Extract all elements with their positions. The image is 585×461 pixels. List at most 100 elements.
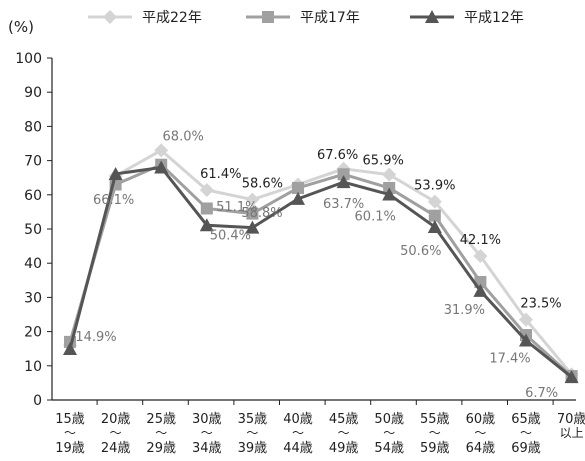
- x-tick-label-bottom: 29歳: [146, 441, 176, 456]
- x-tick-label-bottom: 44歳: [283, 441, 313, 456]
- x-tick-label-bottom: 64歳: [466, 441, 496, 456]
- data-point: [519, 333, 533, 347]
- x-tick-label-top: 20歳: [101, 412, 131, 427]
- x-tick-label-mid: 〜: [246, 426, 258, 440]
- x-tick-label-mid: 〜: [292, 426, 304, 440]
- data-label: 60.1%: [355, 209, 396, 224]
- x-tick-label-bottom: 34歳: [192, 441, 222, 456]
- x-tick-label-top: 55歳: [420, 412, 450, 427]
- legend-label: 平成12年: [464, 10, 524, 26]
- x-tick-label-bottom: 54歳: [374, 441, 404, 456]
- y-tick-label: 0: [33, 393, 42, 409]
- data-point: [200, 202, 213, 215]
- legend-label: 平成22年: [142, 10, 202, 26]
- series-3: [63, 160, 579, 384]
- x-category-label: 40歳〜44歳: [283, 412, 313, 456]
- data-point: [428, 209, 441, 222]
- series-2: [64, 158, 578, 383]
- legend-swatch-marker: [103, 10, 117, 24]
- data-point: [473, 249, 488, 264]
- data-point: [519, 312, 533, 327]
- data-label: 68.0%: [163, 129, 204, 144]
- data-point: [427, 194, 442, 209]
- data-label: 63.7%: [323, 197, 364, 212]
- data-point: [63, 342, 77, 356]
- x-tick-label-mid: 〜: [64, 426, 76, 440]
- data-point: [108, 166, 123, 180]
- data-point: [245, 192, 260, 207]
- x-tick-label-top: 45歳: [329, 412, 359, 427]
- x-tick-label-mid: 〜: [201, 426, 213, 440]
- x-tick-label-bottom: 49歳: [329, 441, 359, 456]
- legend: 平成22年 平成17年 平成12年: [88, 10, 524, 26]
- axes: 010203040506070809010015歳〜19歳20歳〜24歳25歳〜…: [15, 51, 585, 456]
- data-point: [199, 183, 214, 198]
- legend-item-3: 平成12年: [410, 10, 524, 26]
- data-point: [291, 191, 305, 205]
- x-tick-label-mid: 〜: [155, 426, 167, 440]
- y-tick-label: 30: [24, 290, 42, 306]
- data-label: 58.8%: [241, 206, 282, 221]
- x-tick-label-mid: 〜: [474, 426, 486, 440]
- data-labels: 68.0% 66.1% 61.4%58.6% 67.6% 65.9% 53.9% 42.1%…: [75, 129, 561, 401]
- data-label: 53.9%: [414, 179, 455, 194]
- data-point: [336, 175, 351, 189]
- y-tick-label: 70: [24, 154, 42, 170]
- data-point: [564, 370, 579, 384]
- legend-swatch-marker: [425, 10, 439, 23]
- data-label: 58.6%: [242, 177, 283, 192]
- y-tick-label: 80: [24, 119, 42, 135]
- legend-item-1: 平成22年: [88, 10, 202, 26]
- x-tick-label-bottom: 69歳: [511, 441, 541, 456]
- y-tick-label: 10: [24, 359, 42, 375]
- x-category-label: 20歳〜24歳: [101, 412, 131, 456]
- data-label: 51.1%: [216, 200, 257, 215]
- data-label: 42.1%: [460, 233, 501, 248]
- x-tick-label-mid: 〜: [429, 426, 441, 440]
- data-label: 67.6%: [317, 148, 358, 163]
- y-tick-label: 50: [24, 222, 42, 238]
- data-point: [154, 143, 169, 158]
- legend-swatch-marker: [262, 11, 274, 23]
- x-category-label: 15歳〜19歳: [55, 412, 85, 456]
- data-label: 14.9%: [75, 330, 116, 345]
- x-category-label: 45歳〜49歳: [329, 412, 359, 456]
- x-tick-label-mid: 〜: [110, 426, 122, 440]
- x-tick-label-bottom: 24歳: [101, 441, 131, 456]
- x-tick-label-mid: 以上: [560, 426, 584, 440]
- y-tick-label: 60: [24, 188, 42, 204]
- x-tick-label-mid: 〜: [383, 426, 395, 440]
- x-category-label: 55歳〜59歳: [420, 412, 450, 456]
- x-category-label: 30歳〜34歳: [192, 412, 222, 456]
- x-tick-label-bottom: 59歳: [420, 441, 450, 456]
- data-label: 61.4%: [200, 167, 241, 182]
- series-line: [68, 163, 573, 378]
- data-label: 66.1%: [93, 193, 134, 208]
- data-point: [382, 187, 397, 201]
- data-label: 6.7%: [525, 386, 558, 401]
- x-tick-label-top: 40歳: [283, 412, 313, 427]
- data-point: [382, 167, 397, 182]
- legend-label: 平成17年: [300, 10, 360, 26]
- data-point: [427, 219, 442, 233]
- x-category-label: 60歳〜64歳: [466, 412, 496, 456]
- data-label: 31.9%: [444, 303, 485, 318]
- data-label: 17.4%: [489, 351, 530, 366]
- data-label: 50.6%: [400, 244, 441, 259]
- x-tick-label-top: 25歳: [146, 412, 176, 427]
- y-tick-label: 100: [15, 51, 42, 67]
- data-label: 23.5%: [520, 297, 561, 312]
- x-tick-label-mid: 〜: [338, 426, 350, 440]
- data-point: [473, 283, 488, 297]
- data-point: [337, 168, 350, 181]
- x-category-label: 50歳〜54歳: [374, 412, 404, 456]
- series-line: [68, 148, 573, 376]
- y-axis-unit-label: (%): [8, 18, 34, 36]
- x-category-label: 25歳〜29歳: [146, 412, 176, 456]
- legend-item-2: 平成17年: [246, 10, 360, 26]
- x-category-label: 35歳〜39歳: [238, 412, 268, 456]
- x-category-label: 65歳〜69歳: [511, 412, 541, 456]
